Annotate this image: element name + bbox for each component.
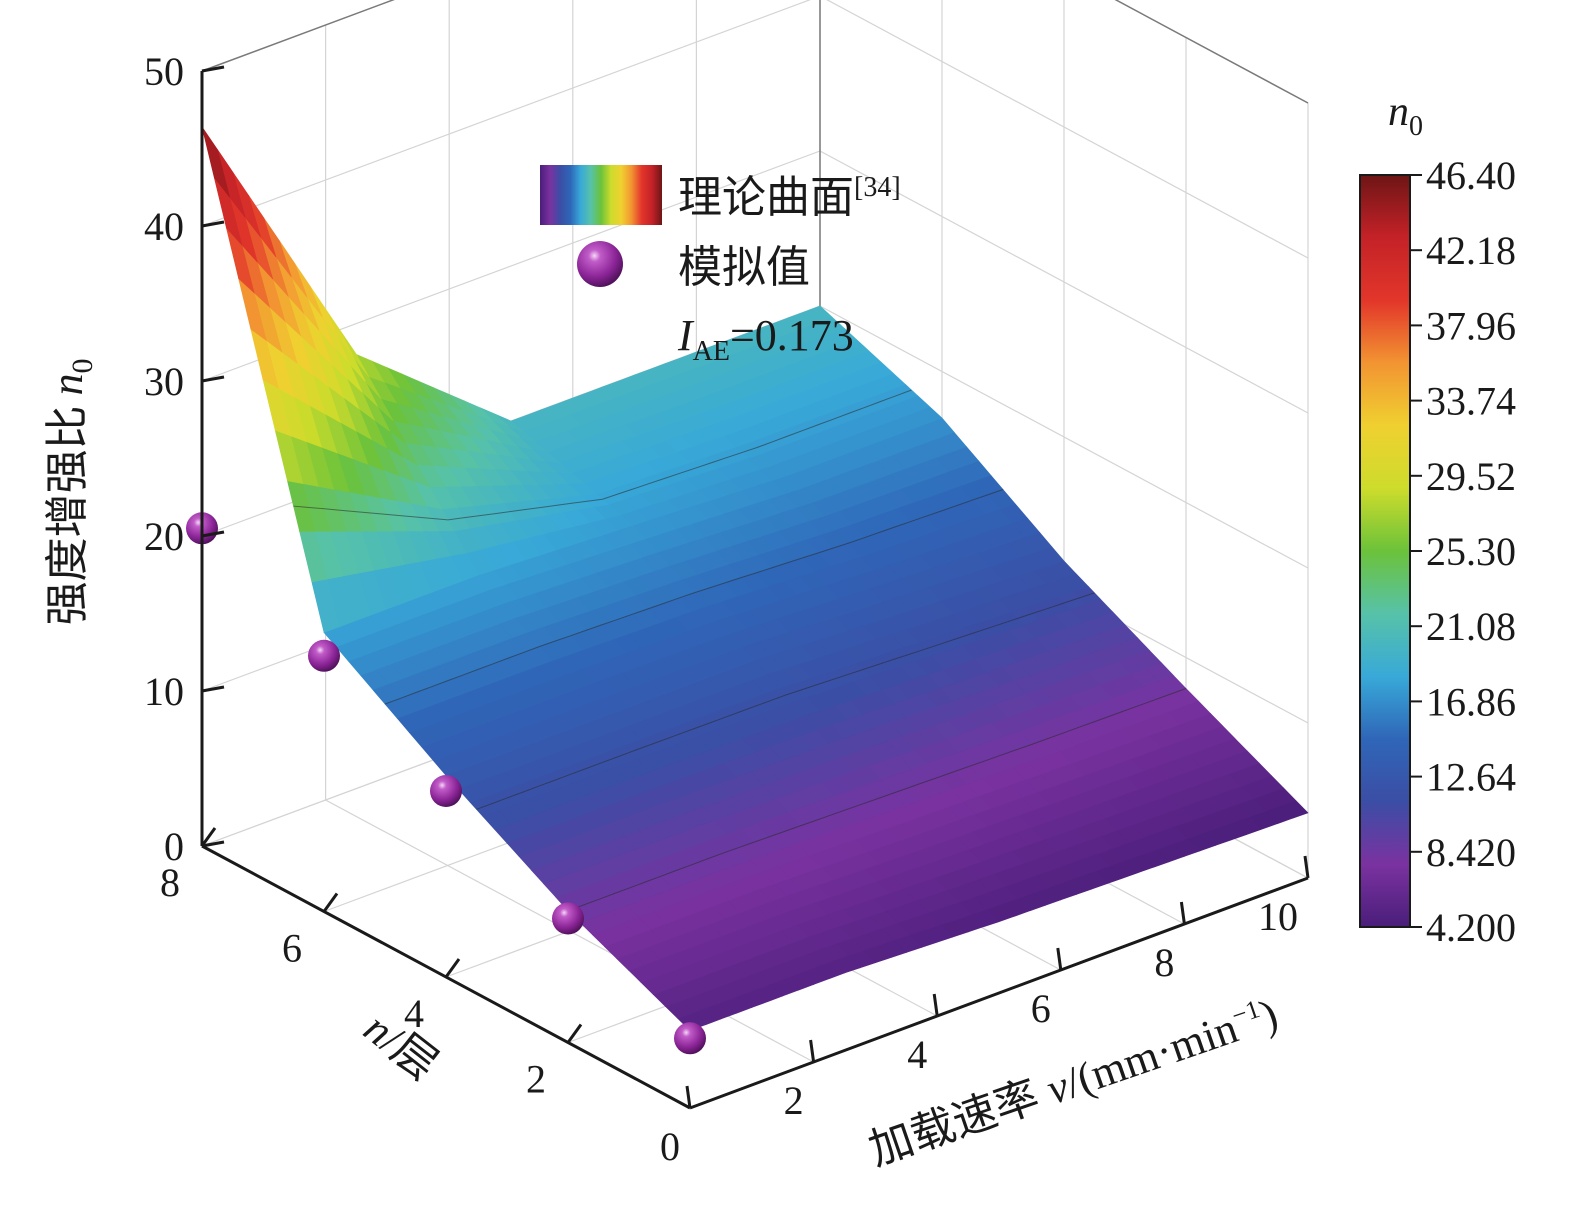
colorbar: n0 46.40 42.18 37.96 33.74 29.52 25.30 21.08 16… xyxy=(1359,89,1516,950)
surface-contour xyxy=(293,389,912,521)
z-axis-label-var: n xyxy=(43,374,92,396)
surface-contour xyxy=(384,489,1004,705)
simulated-point-5 xyxy=(674,1022,706,1055)
y-tick-label: 4 xyxy=(404,991,424,1036)
legend-surface-swatch xyxy=(540,165,662,225)
colorbar-tick-label: 16.86 xyxy=(1426,679,1516,724)
z-axis-label-main: 强度增强比 xyxy=(43,406,92,626)
z-tick xyxy=(201,685,225,693)
x-axis-label-unit: /(mm·min xyxy=(1059,1003,1244,1107)
z-tick xyxy=(201,375,225,383)
colorbar-tick-label: 21.08 xyxy=(1426,604,1516,649)
svg-text:强度增强比n0: 强度增强比 n0 xyxy=(43,359,99,626)
z-tick xyxy=(201,840,225,848)
simulated-point-2 xyxy=(308,639,340,672)
y-tick-label: 2 xyxy=(526,1057,546,1102)
z-tick-label: 20 xyxy=(144,514,184,559)
x-tick xyxy=(1179,901,1186,925)
colorbar-bar xyxy=(1359,174,1411,928)
legend-metric-sub: AE xyxy=(693,336,730,367)
legend-surface-label: 理论曲面 xyxy=(678,173,854,222)
colorbar-tick-label: 42.18 xyxy=(1426,228,1516,273)
z-tick xyxy=(201,65,225,73)
y-tick xyxy=(444,958,461,978)
legend-surface-ref: [34] xyxy=(854,172,901,203)
legend-metric-var: I xyxy=(677,311,695,360)
x-tick xyxy=(685,1085,692,1109)
colorbar-tick-label: 37.96 xyxy=(1426,303,1516,348)
simulated-point-3 xyxy=(430,775,462,807)
x-tick xyxy=(1056,947,1063,971)
surface-patch xyxy=(201,126,230,198)
surface xyxy=(201,126,1309,1031)
z-axis-label: 强度增强比 n0 xyxy=(43,359,99,626)
x-tick-label: 2 xyxy=(784,1078,804,1123)
x-tick-label: 10 xyxy=(1258,894,1298,939)
colorbar-title-var: n xyxy=(1388,89,1409,135)
z-tick-label: 0 xyxy=(164,824,184,869)
colorbar-tick-label: 12.64 xyxy=(1426,755,1516,800)
x-axis-label: 加载速率v/(mm·min−1) xyxy=(863,989,1284,1175)
y-axis-label: n/层 xyxy=(355,1003,447,1090)
grid-line-z xyxy=(201,0,1309,259)
simulated-points xyxy=(186,512,706,1055)
x-tick-label: 8 xyxy=(1154,940,1174,985)
colorbar-tick-label: 4.200 xyxy=(1426,905,1516,950)
x-tick-label: 6 xyxy=(1031,986,1051,1031)
colorbar-tick-label: 46.40 xyxy=(1426,153,1516,198)
colorbar-tick-label: 33.74 xyxy=(1426,379,1516,424)
y-tick xyxy=(322,892,339,913)
y-tick xyxy=(200,827,217,847)
colorbar-title: n0 xyxy=(1388,89,1423,142)
svg-text:加载速率v/(mm·min−1): 加载速率v/(mm·min−1) xyxy=(863,989,1284,1175)
x-tick xyxy=(932,993,939,1017)
y-tick xyxy=(566,1023,583,1044)
z-tick-label: 30 xyxy=(144,359,184,404)
z-tick xyxy=(201,220,225,228)
colorbar-tick-label: 29.52 xyxy=(1426,454,1516,499)
z-tick-label: 50 xyxy=(144,49,184,94)
svg-text:n/层: n/层 xyxy=(355,1003,447,1090)
legend-point-marker xyxy=(577,241,623,287)
legend-surface-entry: 理论曲面[34] xyxy=(678,172,901,222)
axes xyxy=(200,65,1310,1110)
x-axis-label-main: 加载速率 xyxy=(863,1072,1045,1176)
wall-edge xyxy=(201,0,1309,104)
x-tick-label: 4 xyxy=(907,1032,927,1077)
surface-contour xyxy=(476,592,1095,810)
colorbar-tick-label: 8.420 xyxy=(1426,830,1516,875)
simulated-point-4 xyxy=(552,902,584,935)
legend: 理论曲面[34] 模拟值 IAE=0.173 xyxy=(540,165,901,367)
x-tick xyxy=(1303,855,1310,879)
x-tick xyxy=(809,1039,816,1063)
colorbar-ticks: 46.40 42.18 37.96 33.74 29.52 25.30 21.08 16.86… xyxy=(1410,153,1516,950)
legend-metric: IAE=0.173 xyxy=(677,311,854,367)
y-tick-label: 6 xyxy=(282,926,302,971)
grid-line-z xyxy=(201,0,1309,104)
colorbar-title-sub: 0 xyxy=(1409,111,1423,142)
z-tick-label: 10 xyxy=(144,669,184,714)
z-tick-label: 40 xyxy=(144,204,184,249)
y-tick-label: 8 xyxy=(160,860,180,905)
colorbar-tick-label: 25.30 xyxy=(1426,529,1516,574)
z-tick xyxy=(201,530,225,538)
legend-points-label: 模拟值 xyxy=(678,243,810,292)
x-tick-label: 0 xyxy=(660,1124,680,1169)
legend-metric-value: =0.173 xyxy=(730,311,854,360)
x-axis-line xyxy=(689,876,1309,1110)
z-axis-label-sub: 0 xyxy=(66,359,99,374)
surface-contour xyxy=(567,688,1187,912)
